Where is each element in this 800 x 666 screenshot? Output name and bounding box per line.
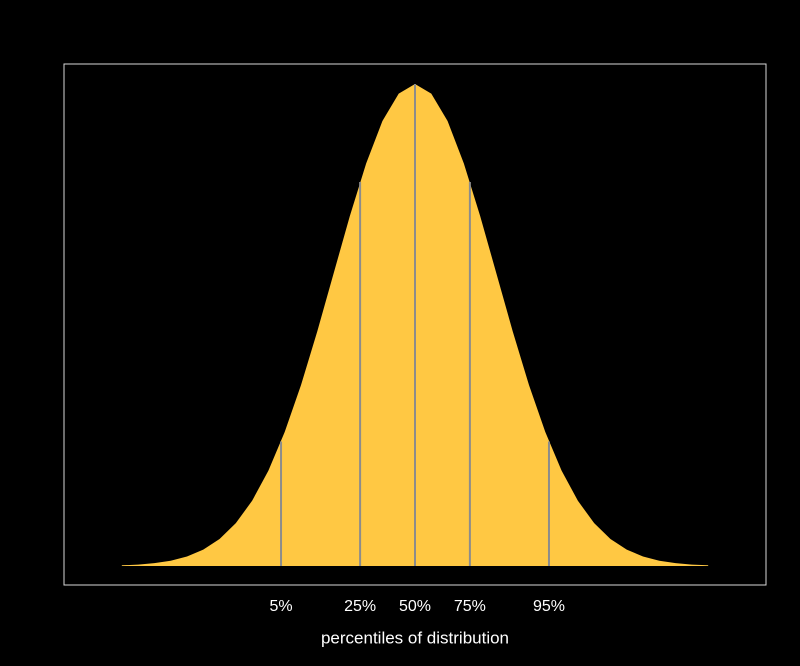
x-tick-label: 5% — [269, 598, 292, 615]
x-tick-label: 25% — [344, 598, 376, 615]
x-tick-label: 95% — [533, 598, 565, 615]
plot-frame — [63, 63, 767, 586]
x-tick-label: 50% — [399, 598, 431, 615]
x-axis-label: percentiles of distribution — [321, 628, 509, 647]
x-tick-label: 75% — [454, 598, 486, 615]
